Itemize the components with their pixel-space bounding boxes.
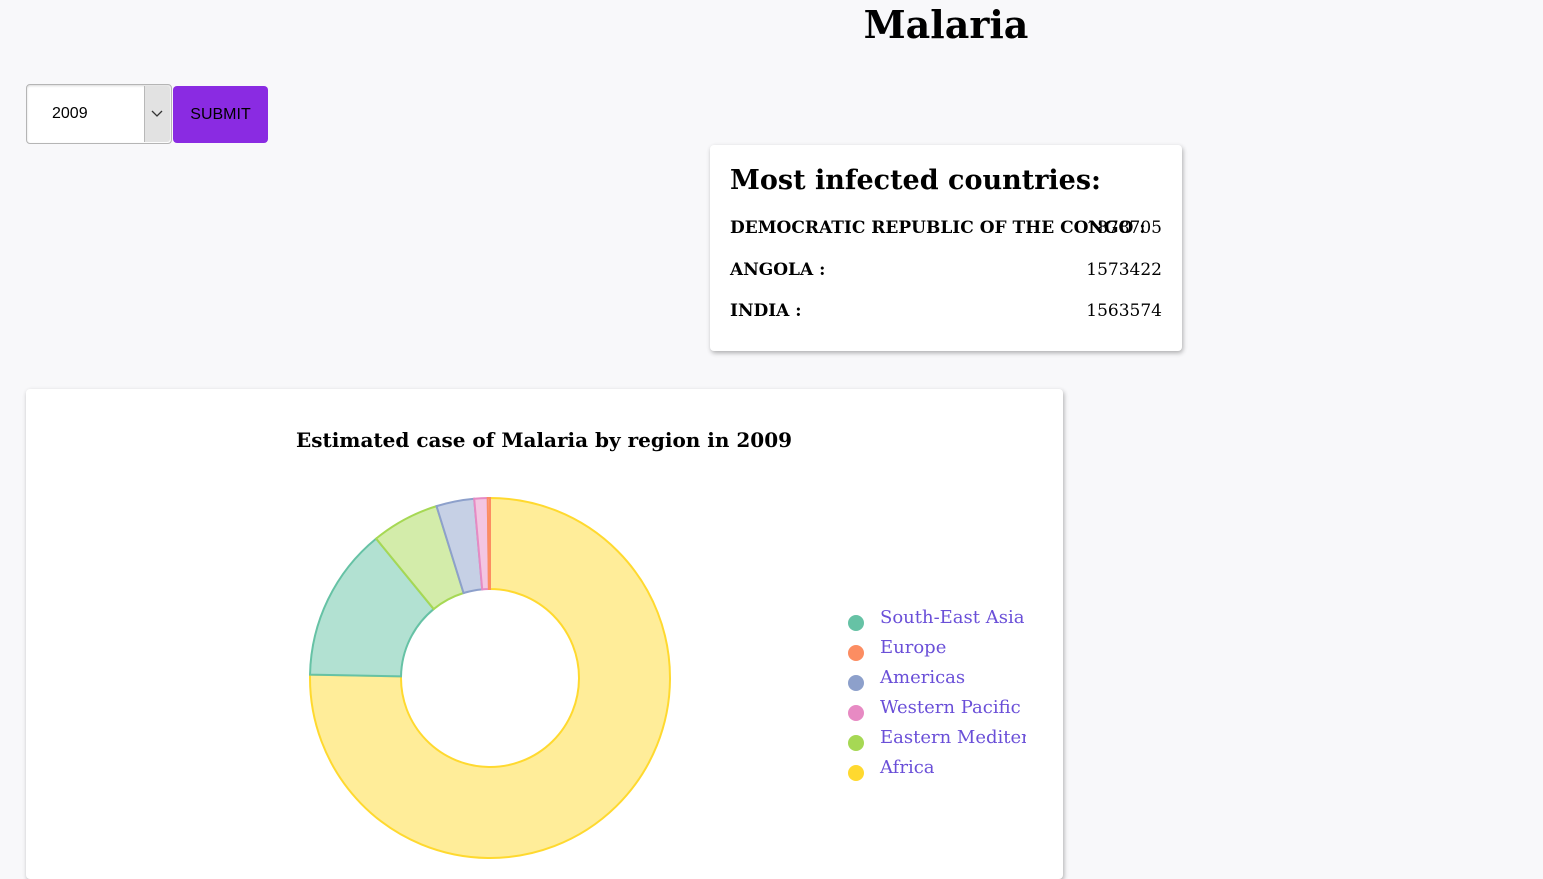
country-value: 1878705 xyxy=(1086,218,1162,238)
chart-legend: South-East Asia Europe Americas Western Pac… xyxy=(846,607,1026,787)
chart-title: Estimated case of Malaria by region in 2… xyxy=(295,428,793,452)
country-row: INDIA : 1563574 xyxy=(730,301,1162,325)
legend-item-western-pacific[interactable]: Western Pacific xyxy=(846,697,1026,727)
legend-dot xyxy=(848,675,864,691)
country-name: ANGOLA : xyxy=(730,260,826,280)
submit-button[interactable]: SUBMIT xyxy=(173,86,268,143)
legend-item-south-east-asia[interactable]: South-East Asia xyxy=(846,607,1026,637)
most-infected-card: Most infected countries: DEMOCRATIC REPU… xyxy=(710,145,1182,351)
chart-card: Estimated case of Malaria by region in 2… xyxy=(26,389,1063,879)
country-row: DEMOCRATIC REPUBLIC OF THE CONGO : 18787… xyxy=(730,218,1162,242)
donut-slice-africa[interactable] xyxy=(309,496,671,859)
legend-label: Africa xyxy=(880,757,935,778)
donut-chart xyxy=(309,496,671,859)
legend-label: Eastern Mediterranean xyxy=(880,727,1026,748)
legend-item-europe[interactable]: Europe xyxy=(846,637,1026,667)
country-value: 1573422 xyxy=(1086,260,1162,280)
legend-label: South-East Asia xyxy=(880,607,1025,628)
legend-label: Americas xyxy=(880,667,966,688)
country-row: ANGOLA : 1573422 xyxy=(730,260,1162,284)
most-infected-title: Most infected countries: xyxy=(730,165,1102,196)
country-value: 1563574 xyxy=(1086,301,1162,321)
legend-dot xyxy=(848,735,864,751)
legend-item-africa[interactable]: Africa xyxy=(846,757,1026,787)
country-name: DEMOCRATIC REPUBLIC OF THE CONGO : xyxy=(730,218,1146,238)
donut-slice-europe[interactable] xyxy=(486,496,491,591)
year-select[interactable]: 2009 xyxy=(26,84,172,144)
legend-dot xyxy=(848,645,864,661)
legend-label: Western Pacific xyxy=(880,697,1021,718)
country-name: INDIA : xyxy=(730,301,802,321)
page-title: Malaria xyxy=(863,2,1029,47)
legend-dot xyxy=(848,615,864,631)
chevron-down-icon xyxy=(151,110,163,117)
legend-item-americas[interactable]: Americas xyxy=(846,667,1026,697)
dropdown-arrow[interactable] xyxy=(144,86,170,142)
year-select-value: 2009 xyxy=(52,105,88,122)
legend-item-eastern-mediterranean[interactable]: Eastern Mediterranean xyxy=(846,727,1026,757)
legend-dot xyxy=(848,705,864,721)
legend-label: Europe xyxy=(880,637,947,658)
legend-dot xyxy=(848,765,864,781)
